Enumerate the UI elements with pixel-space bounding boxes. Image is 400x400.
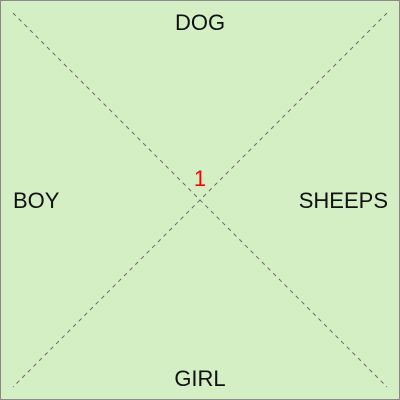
center-number: 1 [193,166,207,191]
label-right: SHEEPS [298,188,388,213]
label-bottom: GIRL [174,366,226,391]
label-left: BOY [13,188,60,213]
diagonal-top-right-to-bottom-left [12,12,388,388]
label-top: DOG [174,10,226,35]
